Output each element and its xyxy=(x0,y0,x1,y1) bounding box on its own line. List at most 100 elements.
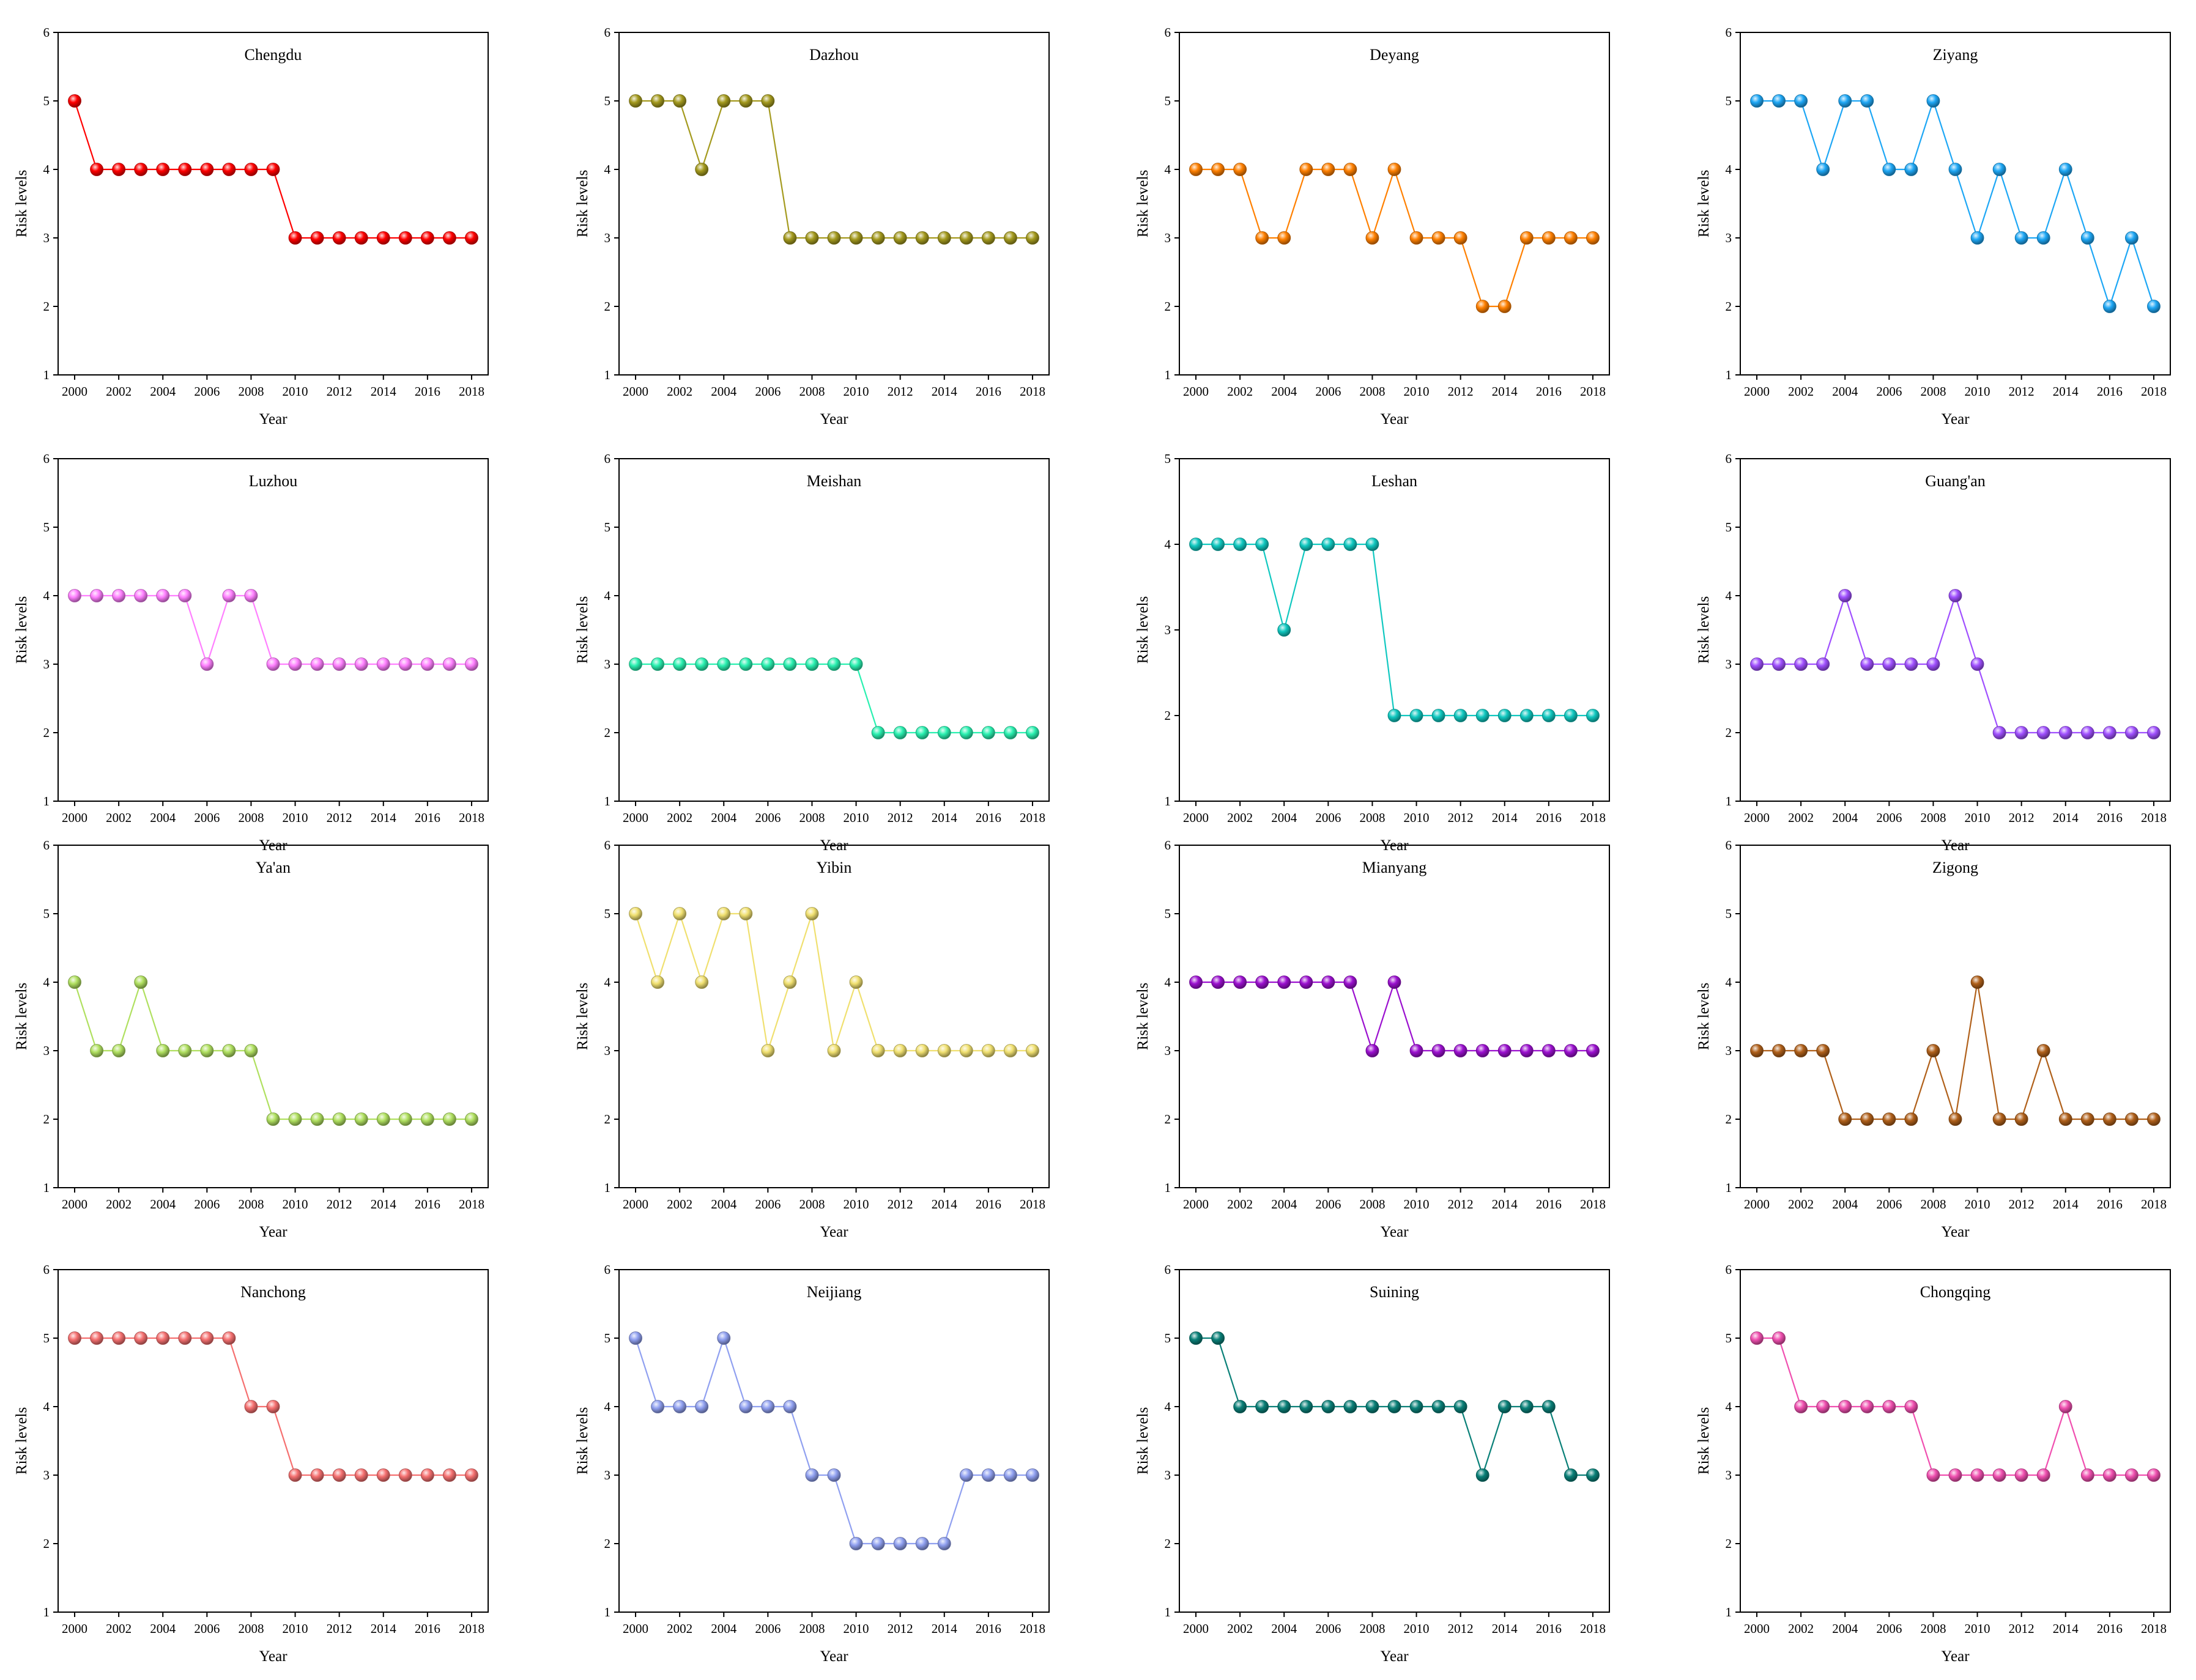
data-point xyxy=(1541,709,1556,722)
data-point xyxy=(354,231,368,245)
data-point xyxy=(376,1468,390,1482)
data-point xyxy=(959,231,973,245)
y-tick-label: 5 xyxy=(1165,451,1171,466)
x-tick-label: 2004 xyxy=(1271,810,1297,825)
data-point xyxy=(1586,231,1600,245)
y-tick-label: 1 xyxy=(1165,1605,1171,1619)
x-tick-label: 2018 xyxy=(1580,810,1606,825)
data-point xyxy=(783,1400,797,1413)
plot-frame xyxy=(1740,1269,2171,1613)
y-tick-label: 6 xyxy=(1165,1262,1171,1277)
data-point xyxy=(2014,726,2028,739)
x-tick-label: 2006 xyxy=(194,384,220,399)
y-tick-label: 3 xyxy=(1726,1043,1732,1058)
y-tick-label: 3 xyxy=(604,231,611,245)
y-tick-label: 4 xyxy=(1165,975,1171,990)
x-tick-label: 2016 xyxy=(415,810,440,825)
plot-frame xyxy=(618,1269,1050,1613)
x-tick-label: 2016 xyxy=(976,384,1001,399)
y-tick-label: 1 xyxy=(604,368,611,382)
panel-title: Ya'an xyxy=(256,859,291,876)
data-point xyxy=(915,1044,929,1057)
x-tick-label: 2006 xyxy=(1876,810,1902,825)
x-tick-label: 2014 xyxy=(371,384,397,399)
data-point xyxy=(2080,726,2094,739)
y-tick-label: 3 xyxy=(604,1468,611,1482)
data-point xyxy=(1772,1331,1786,1345)
x-tick-label: 2018 xyxy=(459,810,484,825)
x-axis-label: Year xyxy=(820,1648,848,1665)
x-tick-label: 2014 xyxy=(1492,810,1518,825)
data-point xyxy=(2125,231,2139,245)
data-point xyxy=(915,1537,929,1550)
x-axis-label: Year xyxy=(1380,411,1409,427)
data-point xyxy=(893,1044,907,1057)
x-tick-label: 2000 xyxy=(62,1621,87,1636)
y-tick-label: 1 xyxy=(1726,1180,1732,1195)
data-point xyxy=(1519,1044,1534,1057)
data-point xyxy=(739,94,753,108)
data-point xyxy=(90,1044,103,1057)
data-point xyxy=(1794,1400,1808,1413)
data-point xyxy=(1189,1331,1203,1345)
y-tick-label: 5 xyxy=(604,520,611,535)
plot-frame xyxy=(618,845,1050,1188)
y-tick-label: 1 xyxy=(1165,368,1171,382)
x-tick-label: 2002 xyxy=(667,1197,692,1212)
data-point xyxy=(783,975,797,989)
data-point xyxy=(1365,1400,1379,1413)
plot-frame xyxy=(1179,458,1610,802)
data-point xyxy=(222,1331,236,1345)
panel-title: Ziyang xyxy=(1933,46,1978,64)
y-tick-label: 2 xyxy=(1726,299,1732,314)
data-point xyxy=(134,975,148,989)
x-tick-label: 2004 xyxy=(150,1621,176,1636)
x-tick-label: 2004 xyxy=(1832,384,1858,399)
y-tick-label: 6 xyxy=(1726,838,1732,853)
y-axis-label: Risk levels xyxy=(13,170,30,237)
data-point xyxy=(443,231,456,245)
data-point xyxy=(1343,1400,1357,1413)
y-axis-label: Risk levels xyxy=(1135,170,1151,237)
x-tick-label: 2006 xyxy=(755,810,781,825)
x-tick-label: 2000 xyxy=(1183,810,1209,825)
data-point xyxy=(156,1331,170,1345)
x-tick-label: 2012 xyxy=(327,810,352,825)
x-tick-label: 2018 xyxy=(459,1197,484,1212)
y-tick-label: 1 xyxy=(604,1605,611,1619)
y-axis-label: Risk levels xyxy=(1696,983,1712,1050)
y-tick-label: 5 xyxy=(1165,906,1171,921)
y-tick-label: 3 xyxy=(1726,231,1732,245)
data-point xyxy=(134,163,148,176)
data-point xyxy=(376,1112,390,1126)
chart-panel-dazhou: 1 2 3 4 5 6 2000 2002 2004 2006 2008 2010 2012 2014 20… xyxy=(574,25,1050,427)
x-axis-label: Year xyxy=(259,1224,287,1240)
data-point xyxy=(2014,1112,2028,1126)
y-axis-label: Risk levels xyxy=(574,983,591,1050)
data-point xyxy=(1343,538,1357,551)
data-point xyxy=(761,94,775,108)
y-tick-label: 4 xyxy=(604,1399,611,1414)
y-tick-label: 5 xyxy=(43,520,50,535)
chart-panel-mianyang: 1 2 3 4 5 6 2000 2002 2004 2006 2008 2010 2012 2014 20… xyxy=(1135,838,1610,1240)
data-point xyxy=(1026,1044,1039,1057)
data-point xyxy=(178,1331,192,1345)
x-tick-label: 2008 xyxy=(1920,1197,1946,1212)
y-axis-label: Risk levels xyxy=(574,170,591,237)
data-point xyxy=(1586,1468,1600,1482)
x-tick-label: 2010 xyxy=(1965,810,1990,825)
x-tick-label: 2002 xyxy=(1788,1197,1814,1212)
data-point xyxy=(673,94,687,108)
x-tick-label: 2018 xyxy=(1020,1197,1045,1212)
data-point xyxy=(1189,975,1203,989)
data-point xyxy=(893,726,907,739)
x-tick-label: 2000 xyxy=(62,810,87,825)
data-point xyxy=(354,1468,368,1482)
data-point xyxy=(651,94,664,108)
x-tick-label: 2016 xyxy=(415,1197,440,1212)
data-point xyxy=(420,1468,434,1482)
data-point xyxy=(849,975,863,989)
y-tick-label: 5 xyxy=(1165,94,1171,108)
x-tick-label: 2012 xyxy=(1448,384,1474,399)
data-point xyxy=(937,726,951,739)
